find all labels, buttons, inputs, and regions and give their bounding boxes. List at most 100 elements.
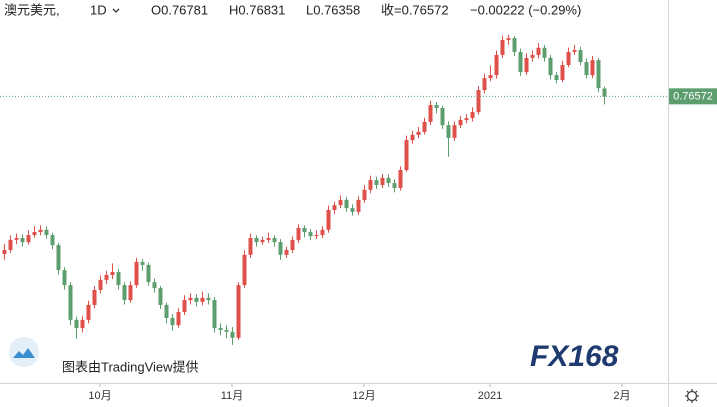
candle-body <box>194 297 199 302</box>
candle-body <box>410 134 415 141</box>
symbol: 澳元美元, <box>4 2 60 17</box>
candle-body <box>488 75 493 79</box>
candle-body <box>392 183 397 188</box>
candle-body <box>584 62 589 76</box>
candle-body <box>512 38 517 52</box>
candle-body <box>350 208 355 212</box>
x-tick-label: 10月 <box>88 390 111 402</box>
x-tick-label: 2021 <box>478 390 502 402</box>
tradingview-attribution[interactable]: 图表由TradingView提供 <box>9 337 199 374</box>
candle-body <box>74 319 79 329</box>
candle-body <box>212 300 217 329</box>
candle-body <box>182 300 187 313</box>
candle-body <box>188 297 193 301</box>
tradingview-logo-shape <box>13 348 35 358</box>
candle-body <box>302 227 307 233</box>
attribution-text[interactable]: 图表由TradingView提供 <box>62 359 199 374</box>
candle-body <box>32 232 37 236</box>
candle-body <box>476 90 481 113</box>
last-price-label-bg <box>669 88 717 105</box>
candle-body <box>248 238 253 255</box>
candle-body <box>260 239 265 243</box>
candle-body <box>416 131 421 135</box>
candles <box>2 34 607 345</box>
candle-body <box>518 51 523 73</box>
candle-body <box>122 285 127 301</box>
candle-body <box>320 229 325 236</box>
candle-body <box>308 232 313 237</box>
candle-body <box>332 205 337 210</box>
candle-body <box>80 319 85 329</box>
candle-body <box>206 297 211 301</box>
x-tick-label: 12月 <box>352 390 375 402</box>
candle-body <box>20 238 25 243</box>
candle-body <box>542 47 547 58</box>
candle-body <box>596 60 601 89</box>
candle-body <box>452 125 457 138</box>
candle-body <box>422 121 427 132</box>
candle-body <box>86 304 91 320</box>
candle-body <box>566 51 571 66</box>
candle-body <box>524 57 529 73</box>
candle-body <box>356 199 361 212</box>
candle-body <box>278 242 283 255</box>
candle-body <box>26 235 31 243</box>
ohlc-close: 收=0.76572 <box>381 2 449 17</box>
settings-gear[interactable] <box>686 390 698 402</box>
candle-body <box>176 312 181 326</box>
candle-body <box>164 304 169 318</box>
candle-body <box>464 118 469 120</box>
ohlc-change: −0.00222 (−0.29%) <box>470 2 581 17</box>
header: 澳元美元, 1D O0.76781 H0.76831 L0.76358 收=0.… <box>4 2 581 17</box>
candle-body <box>224 329 229 332</box>
candle-body <box>236 285 241 338</box>
candle-body <box>116 272 121 286</box>
settings-icon[interactable] <box>685 389 699 403</box>
candle-body <box>362 189 367 200</box>
candle-body <box>152 282 157 289</box>
fx168-watermark: FX168 <box>530 340 619 373</box>
candle-body <box>314 235 319 237</box>
candle-body <box>140 261 145 265</box>
candle-body <box>404 140 409 171</box>
candle-body <box>590 60 595 76</box>
candle-body <box>572 50 577 52</box>
candle-body <box>98 279 103 290</box>
candle-body <box>386 177 391 184</box>
candle-body <box>536 47 541 55</box>
candle-body <box>338 199 343 206</box>
candle-body <box>50 235 55 246</box>
candle-body <box>104 275 109 280</box>
tradingview-logo[interactable] <box>9 337 39 367</box>
candle-body <box>446 125 451 138</box>
candle-body <box>56 245 61 271</box>
candle-body <box>398 170 403 188</box>
candle-body <box>146 264 151 283</box>
candle-body <box>134 261 139 286</box>
ohlc-high: H0.76831 <box>229 2 285 17</box>
candle-body <box>500 39 505 55</box>
candle-body <box>284 249 289 255</box>
candle-body <box>254 238 259 243</box>
x-tick-label: 2月 <box>613 390 630 402</box>
candle-body <box>2 249 7 255</box>
candle-body <box>578 50 583 63</box>
candle-body <box>158 288 163 305</box>
interval[interactable]: 1D <box>90 2 107 17</box>
candle-body <box>548 57 553 76</box>
candle-body <box>68 285 73 320</box>
candle-body <box>470 112 475 119</box>
candle-body <box>14 238 19 240</box>
candle-body <box>92 289 97 305</box>
candle-body <box>230 331 235 338</box>
interval-dropdown-icon[interactable] <box>112 8 120 13</box>
candle-body <box>380 177 385 185</box>
candle-body <box>440 107 445 126</box>
candle-body <box>326 209 331 230</box>
candle-body <box>110 272 115 276</box>
candle-body <box>368 180 373 190</box>
candle-body <box>560 65 565 80</box>
candle-body <box>374 180 379 185</box>
candle-body <box>458 119 463 126</box>
